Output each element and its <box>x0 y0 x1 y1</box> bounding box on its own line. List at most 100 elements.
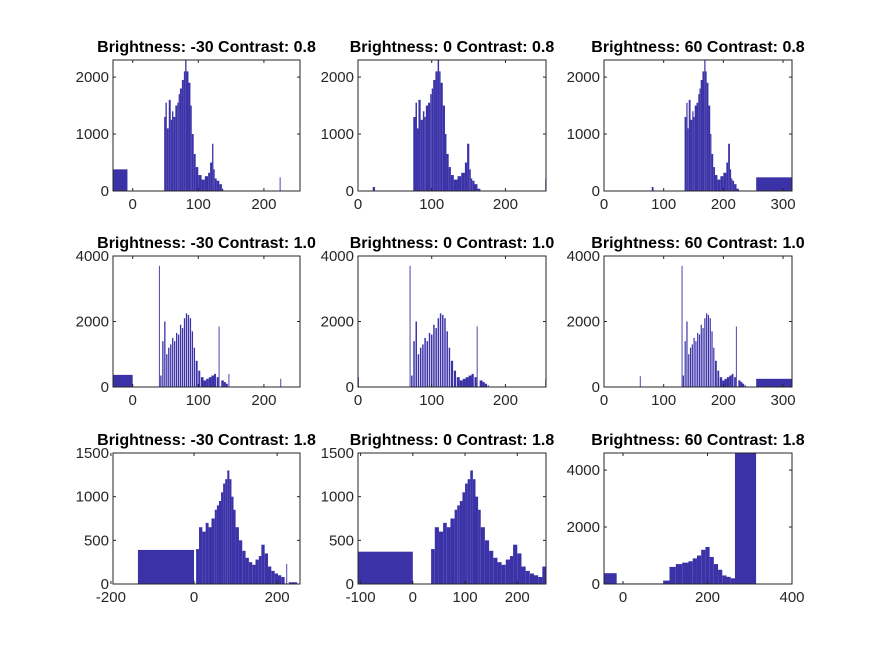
histogram-bar <box>728 143 730 191</box>
histogram-bar <box>731 178 733 191</box>
histogram-bar <box>740 382 743 387</box>
panel-title: Brightness: 60 Contrast: 1.0 <box>591 235 804 252</box>
histogram-bar <box>214 509 217 584</box>
histogram-bar <box>199 527 203 584</box>
x-tick-label: 300 <box>771 392 796 409</box>
histogram-bar <box>738 380 741 387</box>
histogram-bar <box>181 328 184 387</box>
histogram-bar <box>686 102 688 191</box>
histogram-bar <box>424 116 426 191</box>
panel-title: Brightness: 0 Contrast: 0.8 <box>350 39 555 56</box>
histogram-bar <box>208 377 212 387</box>
histogram-bar <box>509 556 514 584</box>
x-tick-label: 200 <box>493 196 518 213</box>
histogram-bar <box>175 105 178 191</box>
histogram-bar <box>418 99 421 191</box>
y-tick-label: 1000 <box>567 126 600 143</box>
histogram-bar <box>435 328 437 387</box>
histogram-bar <box>208 527 212 584</box>
histogram-bar <box>416 128 419 191</box>
histogram-bar <box>216 377 219 387</box>
histogram-bar <box>713 564 719 584</box>
histogram-bar <box>459 380 463 387</box>
x-tick-label: 0 <box>129 392 137 409</box>
histogram-bar <box>206 378 209 387</box>
histogram-bar <box>681 265 683 387</box>
axes-border <box>357 452 547 585</box>
y-tick-label: 1000 <box>76 489 109 506</box>
histogram-bar <box>179 88 182 191</box>
histogram-bar <box>533 575 539 584</box>
histogram-bars <box>137 470 298 584</box>
histogram-bar <box>177 334 180 387</box>
histogram-bar <box>704 60 706 191</box>
histogram-bar <box>700 79 703 191</box>
x-tick-label: 0 <box>354 392 362 409</box>
histogram-bars <box>358 470 546 584</box>
histogram-bar <box>221 380 224 387</box>
histogram-bar <box>471 373 474 387</box>
x-tick-label: 200 <box>711 392 736 409</box>
histogram-bar <box>242 550 246 584</box>
histogram-bar <box>462 378 466 387</box>
histogram-bar <box>726 162 729 191</box>
histogram-bar <box>688 561 693 584</box>
histogram-bar <box>218 326 220 387</box>
histogram-bar <box>720 176 724 191</box>
histogram-bar <box>756 177 792 191</box>
histogram-bar <box>181 79 184 191</box>
histogram-bar <box>698 94 700 191</box>
histogram-bar <box>174 341 176 387</box>
histogram-bar <box>425 105 429 191</box>
histogram-bar <box>694 105 697 191</box>
x-tick-label: 100 <box>186 196 211 213</box>
histogram-bar <box>691 344 693 387</box>
histogram-bar <box>756 378 792 387</box>
histogram-bar <box>474 377 477 387</box>
histogram-bar <box>193 347 196 387</box>
histogram-bar <box>227 470 230 584</box>
x-tick-label: 200 <box>695 589 720 606</box>
histogram-bar <box>454 509 458 584</box>
histogram-bar <box>497 562 502 584</box>
histogram-bar <box>710 134 712 191</box>
histogram-bar <box>686 321 688 387</box>
histogram-bar <box>446 527 451 584</box>
y-tick-label: 1000 <box>321 126 354 143</box>
histogram-bar <box>734 453 757 584</box>
y-tick-label: 2000 <box>567 69 600 86</box>
histogram-bar <box>687 128 689 191</box>
histogram-bar <box>442 105 445 191</box>
x-tick-label: -200 <box>96 589 126 606</box>
histogram-bar <box>198 175 202 191</box>
histogram-bar <box>409 265 411 387</box>
histogram-bar <box>185 60 187 191</box>
histogram-bar <box>113 374 133 387</box>
histogram-bar <box>225 383 228 387</box>
histogram-bar <box>702 71 705 191</box>
histogram-bar <box>170 344 172 387</box>
histogram-bars <box>113 60 281 191</box>
histogram-bar <box>426 341 429 387</box>
histogram-bar <box>639 376 641 387</box>
histogram-bar <box>450 175 454 191</box>
x-tick-label: 200 <box>493 392 518 409</box>
axes-border <box>603 59 793 192</box>
histogram-bar <box>422 344 424 387</box>
histogram-bar <box>172 111 174 191</box>
histogram-bar <box>235 527 239 584</box>
x-tick-label: 100 <box>651 392 676 409</box>
histogram-bar <box>183 71 186 191</box>
x-tick-label: 0 <box>600 392 608 409</box>
histogram-bar <box>173 116 176 191</box>
histogram-bar <box>470 470 473 584</box>
y-tick-label: 0 <box>346 379 354 396</box>
histogram-bar <box>453 370 457 387</box>
histogram-bar <box>168 347 170 387</box>
histogram-bar <box>709 318 711 387</box>
x-tick-label: 100 <box>651 196 676 213</box>
histogram-bar <box>487 385 489 387</box>
histogram-bar <box>245 557 249 584</box>
